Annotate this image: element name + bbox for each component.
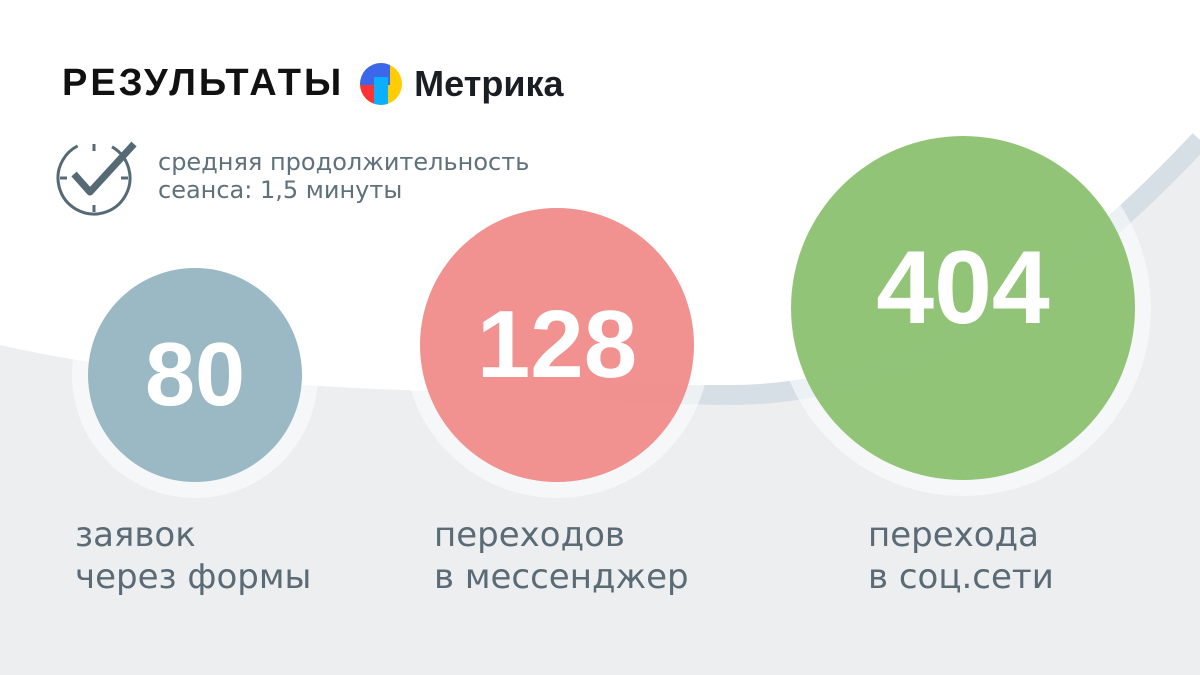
label-line: в мессенджер: [434, 557, 689, 597]
label-line: заявок: [75, 515, 196, 555]
clock-check-icon: [56, 140, 137, 216]
session-line-1: средняя продолжительность: [158, 148, 530, 176]
label-line: через формы: [75, 557, 312, 597]
session-line-2: сеанса: 1,5 минуты: [158, 176, 403, 204]
stat-label-forms: заявок через формы: [75, 514, 311, 598]
header: РЕЗУЛЬТАТЫ Метрика: [62, 62, 564, 105]
stat-circle-forms: 80: [88, 268, 302, 482]
stat-value: 128: [476, 291, 638, 398]
session-duration: средняя продолжительность сеанса: 1,5 ми…: [54, 136, 529, 216]
label-line: перехода: [868, 515, 1039, 555]
stat-label-social: перехода в соц.сети: [868, 514, 1054, 598]
stat-value: 404: [876, 229, 1050, 346]
label-line: в соц.сети: [868, 557, 1054, 597]
stat-circle-social: 404: [791, 136, 1135, 480]
stat-label-messenger: переходов в мессенджер: [434, 514, 689, 598]
page-title: РЕЗУЛЬТАТЫ: [62, 62, 345, 104]
label-line: переходов: [434, 515, 625, 555]
stat-circle-messenger: 128: [420, 208, 694, 482]
stat-value: 80: [144, 324, 246, 425]
metrika-logo-icon: [360, 62, 403, 105]
brand-name: Метрика: [414, 62, 564, 104]
